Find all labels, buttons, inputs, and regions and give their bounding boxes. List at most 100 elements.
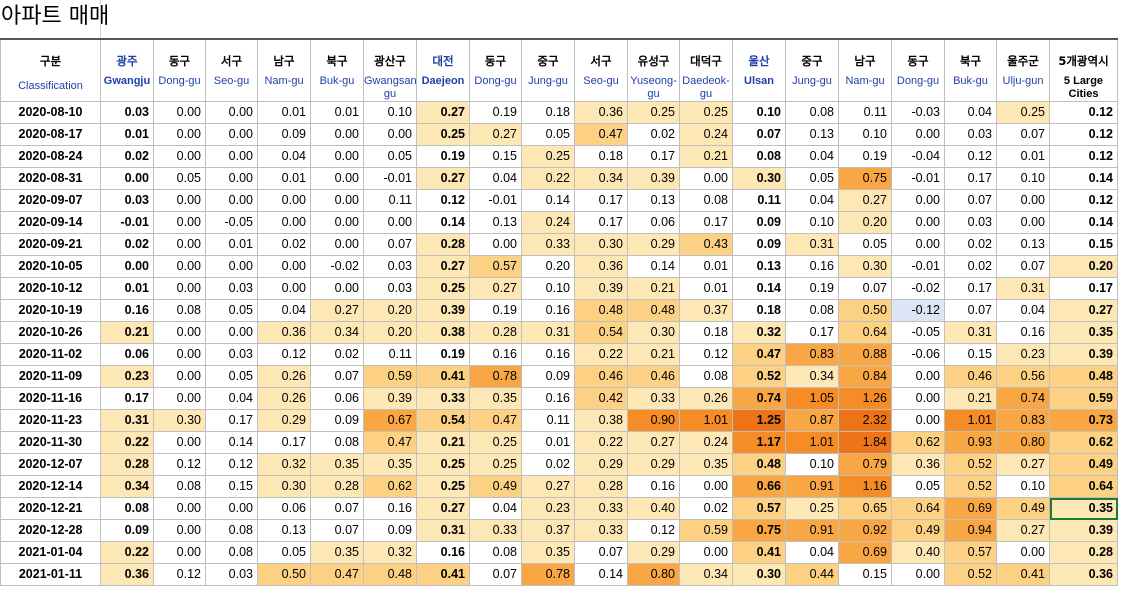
- row-date[interactable]: 2020-12-21: [0, 497, 101, 520]
- data-cell[interactable]: 0.08: [205, 519, 258, 542]
- data-cell[interactable]: 0.36: [1049, 563, 1118, 586]
- data-cell[interactable]: 0.00: [205, 123, 258, 146]
- data-cell[interactable]: 0.48: [363, 563, 417, 586]
- data-cell[interactable]: 0.17: [574, 211, 628, 234]
- data-cell[interactable]: 0.10: [732, 101, 786, 124]
- data-cell[interactable]: 0.11: [732, 189, 786, 212]
- row-date[interactable]: 2020-10-26: [0, 321, 101, 344]
- data-cell[interactable]: 0.36: [100, 563, 154, 586]
- data-cell[interactable]: 0.90: [627, 409, 680, 432]
- data-cell[interactable]: 0.04: [785, 145, 839, 168]
- data-cell[interactable]: 0.64: [1049, 475, 1118, 498]
- data-cell[interactable]: 0.15: [944, 343, 997, 366]
- data-cell[interactable]: 0.35: [1049, 321, 1118, 344]
- data-cell[interactable]: 0.11: [521, 409, 575, 432]
- data-cell[interactable]: 0.03: [944, 211, 997, 234]
- data-cell[interactable]: 0.34: [785, 365, 839, 388]
- data-cell[interactable]: 0.02: [310, 343, 364, 366]
- data-cell[interactable]: 0.00: [310, 277, 364, 300]
- data-cell[interactable]: 0.52: [944, 563, 997, 586]
- data-cell[interactable]: 0.37: [521, 519, 575, 542]
- data-cell[interactable]: 1.01: [944, 409, 997, 432]
- data-cell[interactable]: 0.69: [838, 541, 892, 564]
- data-cell[interactable]: 0.01: [100, 277, 154, 300]
- data-cell[interactable]: 0.18: [574, 145, 628, 168]
- data-cell[interactable]: 0.19: [785, 277, 839, 300]
- data-cell[interactable]: 0.03: [205, 343, 258, 366]
- data-cell[interactable]: 0.07: [574, 541, 628, 564]
- data-cell[interactable]: 0.20: [521, 255, 575, 278]
- data-cell[interactable]: 0.25: [679, 101, 733, 124]
- data-cell[interactable]: 0.14: [416, 211, 470, 234]
- data-cell[interactable]: 0.83: [785, 343, 839, 366]
- data-cell[interactable]: 0.09: [521, 365, 575, 388]
- data-cell[interactable]: 0.15: [205, 475, 258, 498]
- data-cell[interactable]: 0.30: [732, 167, 786, 190]
- data-cell[interactable]: 0.02: [100, 233, 154, 256]
- data-cell[interactable]: 0.22: [100, 541, 154, 564]
- data-cell[interactable]: 0.33: [521, 233, 575, 256]
- data-cell[interactable]: 0.57: [944, 541, 997, 564]
- data-cell[interactable]: 0.35: [310, 541, 364, 564]
- data-cell[interactable]: 0.84: [838, 365, 892, 388]
- data-cell[interactable]: 0.16: [785, 255, 839, 278]
- data-cell[interactable]: 0.12: [627, 519, 680, 542]
- data-cell[interactable]: 0.21: [627, 277, 680, 300]
- data-cell[interactable]: 0.00: [153, 123, 206, 146]
- data-cell[interactable]: 0.64: [838, 321, 892, 344]
- data-cell[interactable]: 0.31: [944, 321, 997, 344]
- data-cell[interactable]: 0.62: [1049, 431, 1118, 454]
- data-cell[interactable]: 0.92: [838, 519, 892, 542]
- data-cell[interactable]: 0.88: [838, 343, 892, 366]
- data-cell[interactable]: 0.14: [521, 189, 575, 212]
- data-cell[interactable]: 0.74: [996, 387, 1050, 410]
- data-cell[interactable]: 0.26: [257, 365, 311, 388]
- row-date[interactable]: 2020-11-30: [0, 431, 101, 454]
- data-cell[interactable]: 0.04: [469, 167, 522, 190]
- data-cell[interactable]: 0.25: [469, 453, 522, 476]
- data-cell[interactable]: 0.28: [416, 233, 470, 256]
- data-cell[interactable]: 0.20: [363, 321, 417, 344]
- row-date[interactable]: 2020-09-21: [0, 233, 101, 256]
- column-header[interactable]: 중구 Jung-gu: [785, 38, 839, 102]
- data-cell[interactable]: 0.49: [469, 475, 522, 498]
- data-cell[interactable]: 0.12: [205, 453, 258, 476]
- column-header[interactable]: 울주군 Ulju-gun: [996, 38, 1050, 102]
- data-cell[interactable]: 0.39: [574, 277, 628, 300]
- data-cell[interactable]: 0.83: [996, 409, 1050, 432]
- data-cell[interactable]: 0.19: [469, 299, 522, 322]
- data-cell[interactable]: 0.12: [944, 145, 997, 168]
- data-cell[interactable]: 0.00: [205, 145, 258, 168]
- data-cell[interactable]: 0.08: [785, 101, 839, 124]
- data-cell[interactable]: 0.12: [1049, 101, 1118, 124]
- data-cell[interactable]: 0.04: [257, 299, 311, 322]
- data-cell[interactable]: 0.07: [732, 123, 786, 146]
- data-cell[interactable]: 0.17: [257, 431, 311, 454]
- data-cell[interactable]: 0.33: [574, 497, 628, 520]
- data-cell[interactable]: 0.10: [996, 475, 1050, 498]
- data-cell[interactable]: 0.21: [100, 321, 154, 344]
- data-cell[interactable]: -0.01: [100, 211, 154, 234]
- data-cell[interactable]: 0.14: [732, 277, 786, 300]
- row-date[interactable]: 2020-11-16: [0, 387, 101, 410]
- data-cell[interactable]: 0.01: [521, 431, 575, 454]
- row-date[interactable]: 2021-01-04: [0, 541, 101, 564]
- data-cell[interactable]: 0.03: [205, 563, 258, 586]
- data-cell[interactable]: 0.94: [944, 519, 997, 542]
- data-cell[interactable]: 0.27: [838, 189, 892, 212]
- data-cell[interactable]: 0.00: [257, 189, 311, 212]
- data-cell[interactable]: 0.13: [627, 189, 680, 212]
- data-cell[interactable]: 0.14: [1049, 167, 1118, 190]
- data-cell[interactable]: 0.07: [310, 365, 364, 388]
- column-header[interactable]: 서구 Seo-gu: [574, 38, 628, 102]
- data-cell[interactable]: 0.35: [310, 453, 364, 476]
- data-cell[interactable]: 0.52: [944, 453, 997, 476]
- data-cell[interactable]: 0.75: [732, 519, 786, 542]
- data-cell[interactable]: 0.06: [257, 497, 311, 520]
- data-cell[interactable]: 0.00: [153, 277, 206, 300]
- data-cell[interactable]: 0.62: [363, 475, 417, 498]
- data-cell[interactable]: 0.07: [469, 563, 522, 586]
- data-cell[interactable]: 0.21: [416, 431, 470, 454]
- data-cell[interactable]: 0.17: [785, 321, 839, 344]
- data-cell[interactable]: -0.02: [310, 255, 364, 278]
